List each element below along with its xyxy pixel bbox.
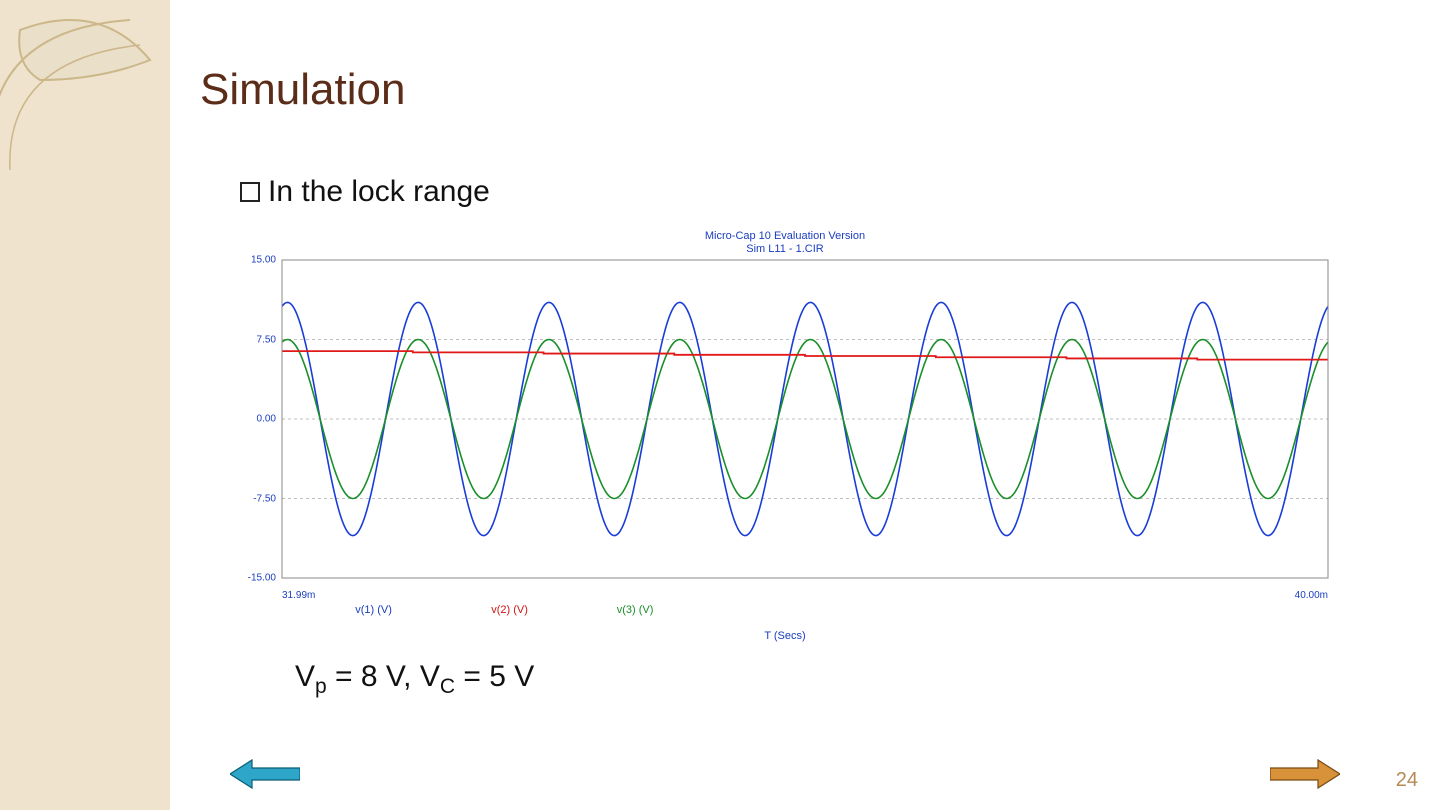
x-axis-label: T (Secs): [240, 630, 1330, 642]
y-tick-label: 15.00: [251, 255, 276, 266]
bullet-box-icon: [240, 182, 260, 202]
bullet-item: In the lock range: [240, 175, 490, 209]
cap-sub1: p: [315, 675, 327, 698]
chart-svg: [240, 258, 1330, 588]
chart-legend: 31.99m 40.00m v(1) (V)v(2) (V)v(3) (V): [240, 592, 1330, 612]
chart-header-line2: Sim L11 - 1.CIR: [240, 243, 1330, 256]
chart-container: Micro-Cap 10 Evaluation Version Sim L11 …: [240, 230, 1330, 642]
prev-arrow-button[interactable]: [230, 758, 300, 790]
chart-header-line1: Micro-Cap 10 Evaluation Version: [240, 230, 1330, 243]
left-decor-band: [0, 0, 170, 810]
y-tick-label: 7.50: [257, 334, 276, 345]
y-tick-label: -7.50: [253, 493, 276, 504]
legend-item: v(1) (V): [355, 604, 392, 616]
next-arrow-button[interactable]: [1270, 758, 1340, 790]
legend-item: v(2) (V): [491, 604, 528, 616]
slide-title: Simulation: [200, 65, 405, 115]
page-number: 24: [1396, 769, 1418, 792]
cap-p3: = 5 V: [455, 660, 534, 693]
caption: Vp = 8 V, VC = 5 V: [295, 660, 534, 699]
cap-p1: V: [295, 660, 315, 693]
x-end-label: 40.00m: [1295, 590, 1328, 601]
cap-sub2: C: [440, 675, 455, 698]
chart-header: Micro-Cap 10 Evaluation Version Sim L11 …: [240, 230, 1330, 256]
slide: Simulation In the lock range Micro-Cap 1…: [0, 0, 1440, 810]
cap-p2: = 8 V, V: [327, 660, 440, 693]
legend-item: v(3) (V): [617, 604, 654, 616]
chart-plot-area: 15.00 7.50 0.00 -7.50 -15.00: [240, 258, 1330, 588]
bullet-text: In the lock range: [268, 175, 490, 209]
y-tick-label: -15.00: [248, 573, 276, 584]
y-tick-label: 0.00: [257, 414, 276, 425]
x-start-label: 31.99m: [282, 590, 315, 601]
